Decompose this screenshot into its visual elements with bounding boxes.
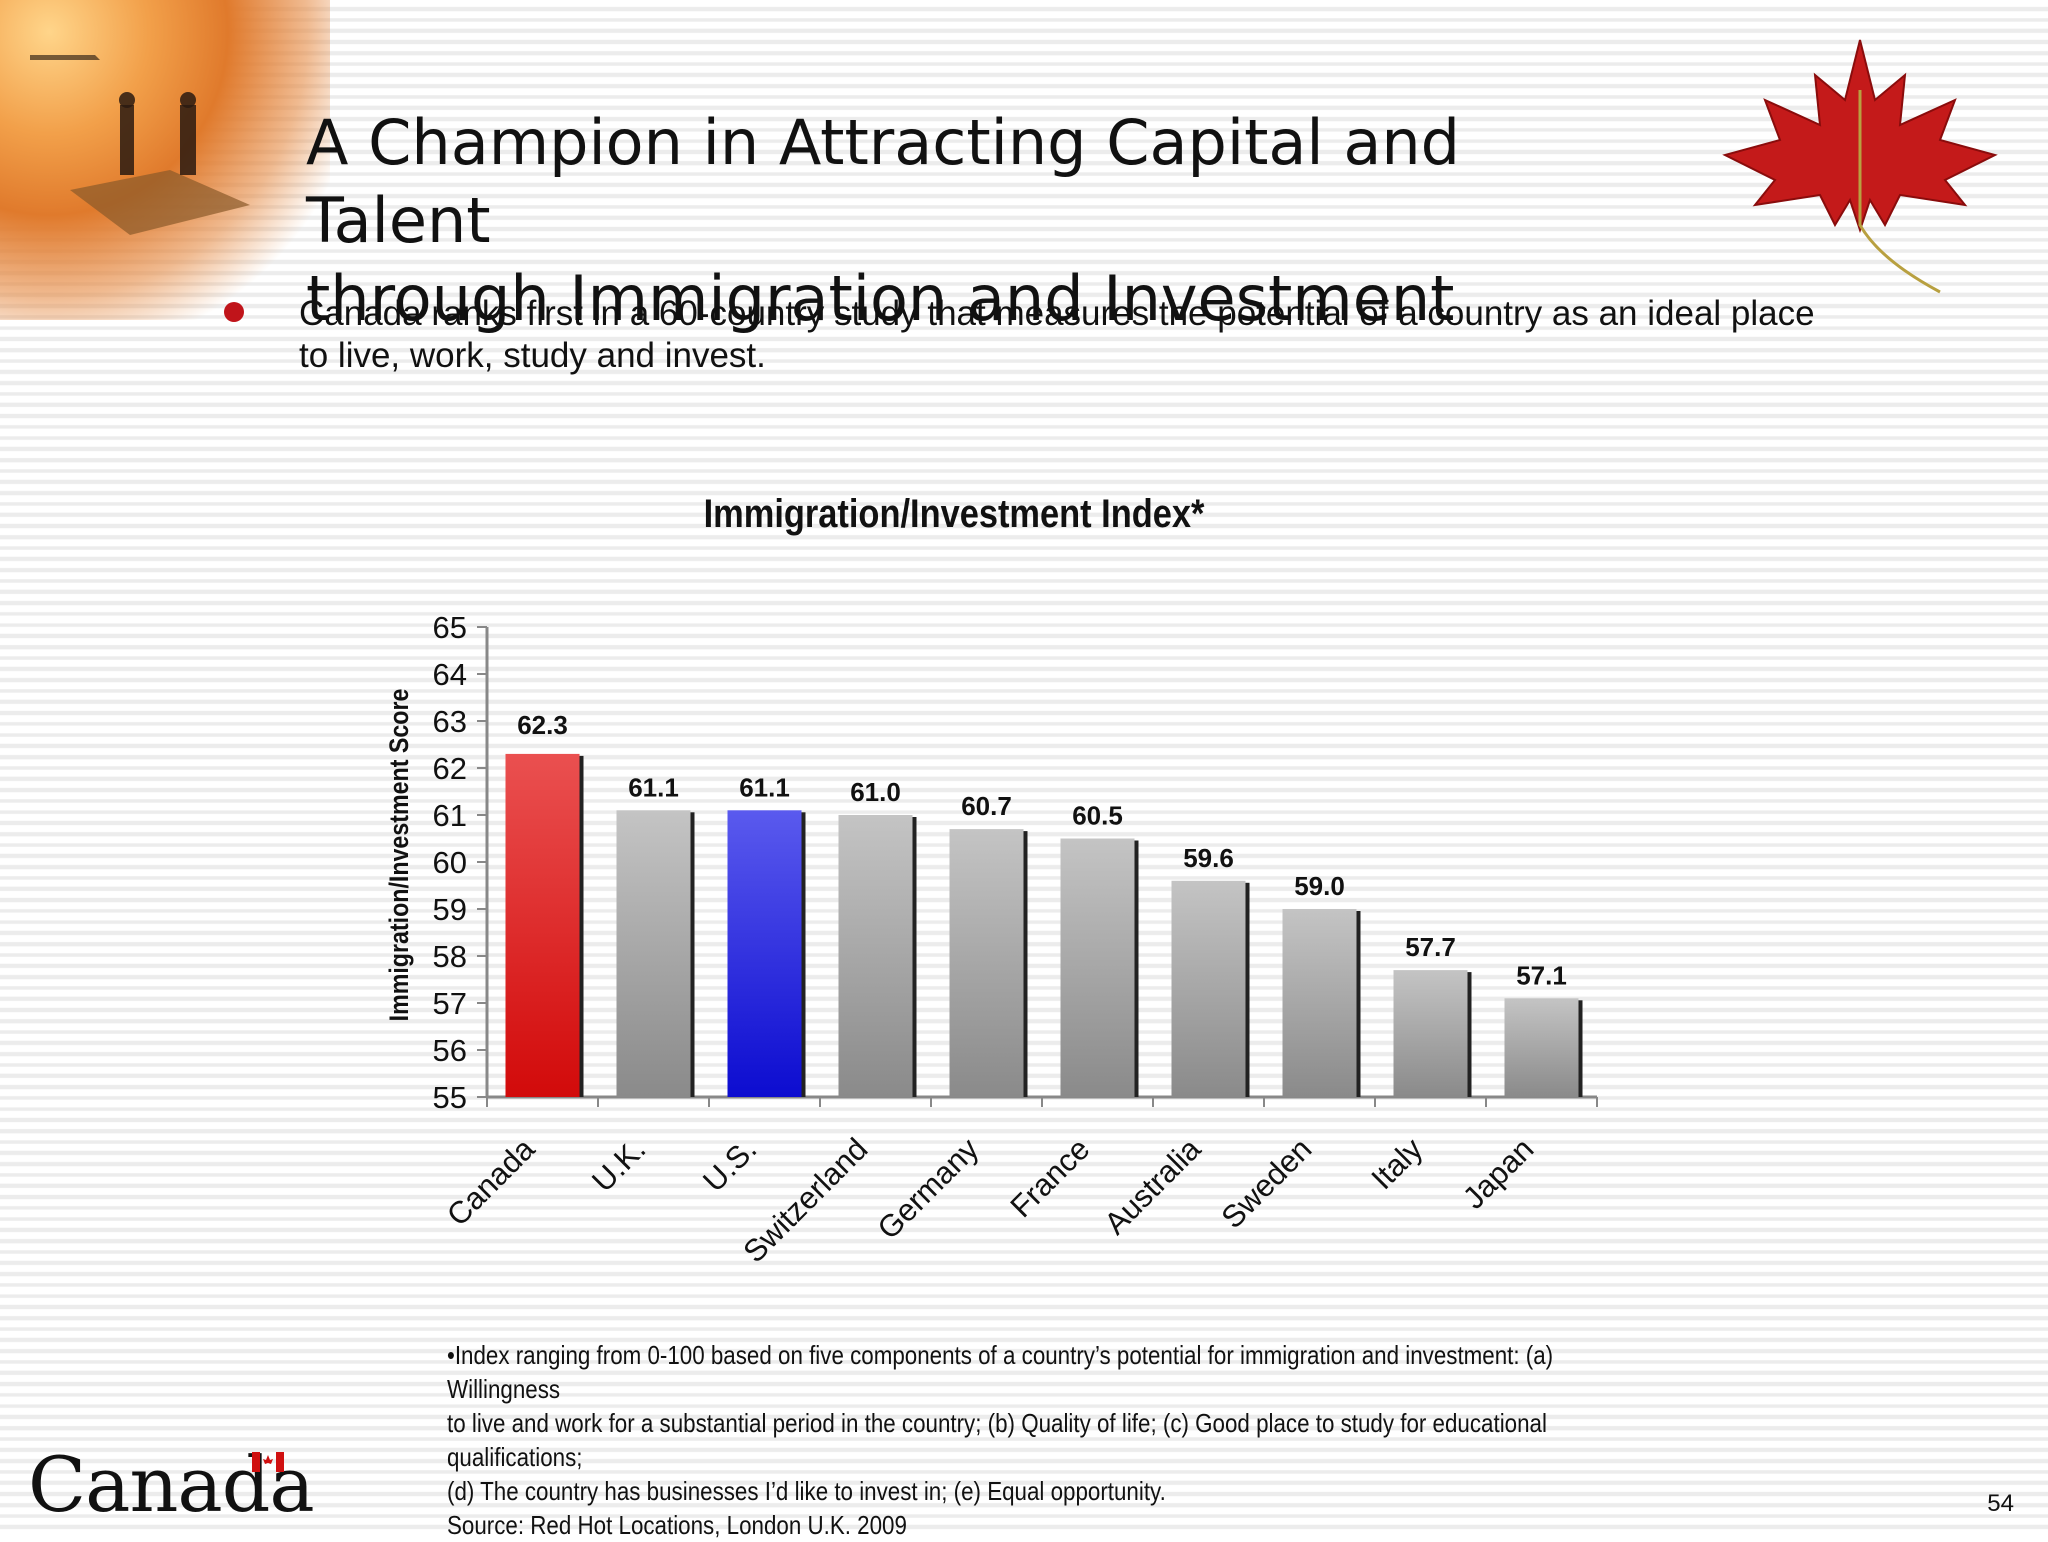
- slide-title: A Champion in Attracting Capital and Tal…: [306, 104, 1606, 338]
- y-tick-label: 60: [433, 845, 467, 880]
- data-label: 59.6: [1183, 843, 1234, 873]
- x-tick-label: Italy: [1364, 1131, 1429, 1196]
- y-tick-label: 65: [433, 610, 467, 645]
- data-label: 60.5: [1072, 801, 1123, 831]
- x-tick-label: Germany: [871, 1131, 986, 1246]
- data-label: 61.0: [850, 777, 901, 807]
- bullet-dot: [224, 302, 244, 322]
- y-axis-label: Immigration/Investment Score: [384, 689, 414, 1022]
- bar-australia: [1171, 880, 1246, 1097]
- page-number: 54: [1987, 1490, 2014, 1517]
- dock-scene-image: [30, 55, 250, 235]
- bar-uk: [616, 810, 691, 1097]
- data-label: 60.7: [961, 791, 1012, 821]
- footnote-line: to live and work for a substantial perio…: [447, 1408, 1547, 1472]
- footnote-line: (d) The country has businesses I’d like …: [447, 1476, 1166, 1506]
- y-tick-label: 63: [433, 704, 467, 739]
- y-tick-label: 55: [433, 1080, 467, 1115]
- footnote-source: Source: Red Hot Locations, London U.K. 2…: [447, 1510, 907, 1540]
- y-tick-label: 56: [433, 1033, 467, 1068]
- x-tick-label: France: [1003, 1131, 1096, 1224]
- title-line-1: A Champion in Attracting Capital and Tal…: [306, 106, 1460, 257]
- x-tick-label: Australia: [1097, 1131, 1208, 1242]
- bar-switzerland: [838, 815, 913, 1097]
- bar-france: [1060, 838, 1135, 1097]
- bar-us: [727, 810, 802, 1097]
- x-tick-label: Japan: [1456, 1131, 1540, 1215]
- canada-wordmark: Canada: [28, 1440, 315, 1529]
- data-label: 62.3: [517, 710, 568, 740]
- data-label: 61.1: [628, 772, 679, 802]
- footnote: •Index ranging from 0-100 based on five …: [447, 1338, 1582, 1542]
- data-label: 57.7: [1405, 932, 1456, 962]
- y-tick-label: 64: [433, 657, 467, 692]
- flag-icon: [252, 1452, 284, 1472]
- maple-leaf-icon: [1722, 39, 1998, 294]
- chart-data-labels: 62.3 61.1 61.1 61.0 60.7 60.5 59.6 59.0 57.7 57.1: [517, 710, 1567, 990]
- y-tick-label: 59: [433, 892, 467, 927]
- corner-photo: [0, 0, 330, 320]
- bullet-text: Canada ranks first in a 60-country study…: [299, 294, 1815, 375]
- footnote-line: •Index ranging from 0-100 based on five …: [447, 1340, 1554, 1404]
- y-tick-label: 62: [433, 751, 467, 786]
- bar-germany: [949, 829, 1024, 1097]
- data-label: 59.0: [1294, 871, 1345, 901]
- chart-title: Immigration/Investment Index*: [703, 492, 1205, 536]
- bar-canada: [505, 753, 580, 1097]
- x-tick-label: Sweden: [1214, 1131, 1318, 1235]
- bar-italy: [1393, 970, 1468, 1097]
- x-tick-label: Canada: [440, 1131, 542, 1233]
- y-tick-label: 58: [433, 939, 467, 974]
- bar-sweden: [1282, 909, 1357, 1097]
- y-tick-label: 57: [433, 986, 467, 1021]
- bar-japan: [1504, 998, 1579, 1097]
- bar-chart: Immigration/Investment Score 55 56 57 58 59 6…: [384, 610, 1598, 1270]
- data-label: 57.1: [1516, 960, 1567, 990]
- data-label: 61.1: [739, 772, 790, 802]
- x-tick-label: U.S.: [696, 1131, 763, 1198]
- title-line-2: through Immigration and Investment: [306, 262, 1455, 335]
- y-tick-label: 61: [433, 798, 467, 833]
- chart-bars: [505, 753, 1583, 1097]
- x-tick-label: U.K.: [585, 1131, 652, 1198]
